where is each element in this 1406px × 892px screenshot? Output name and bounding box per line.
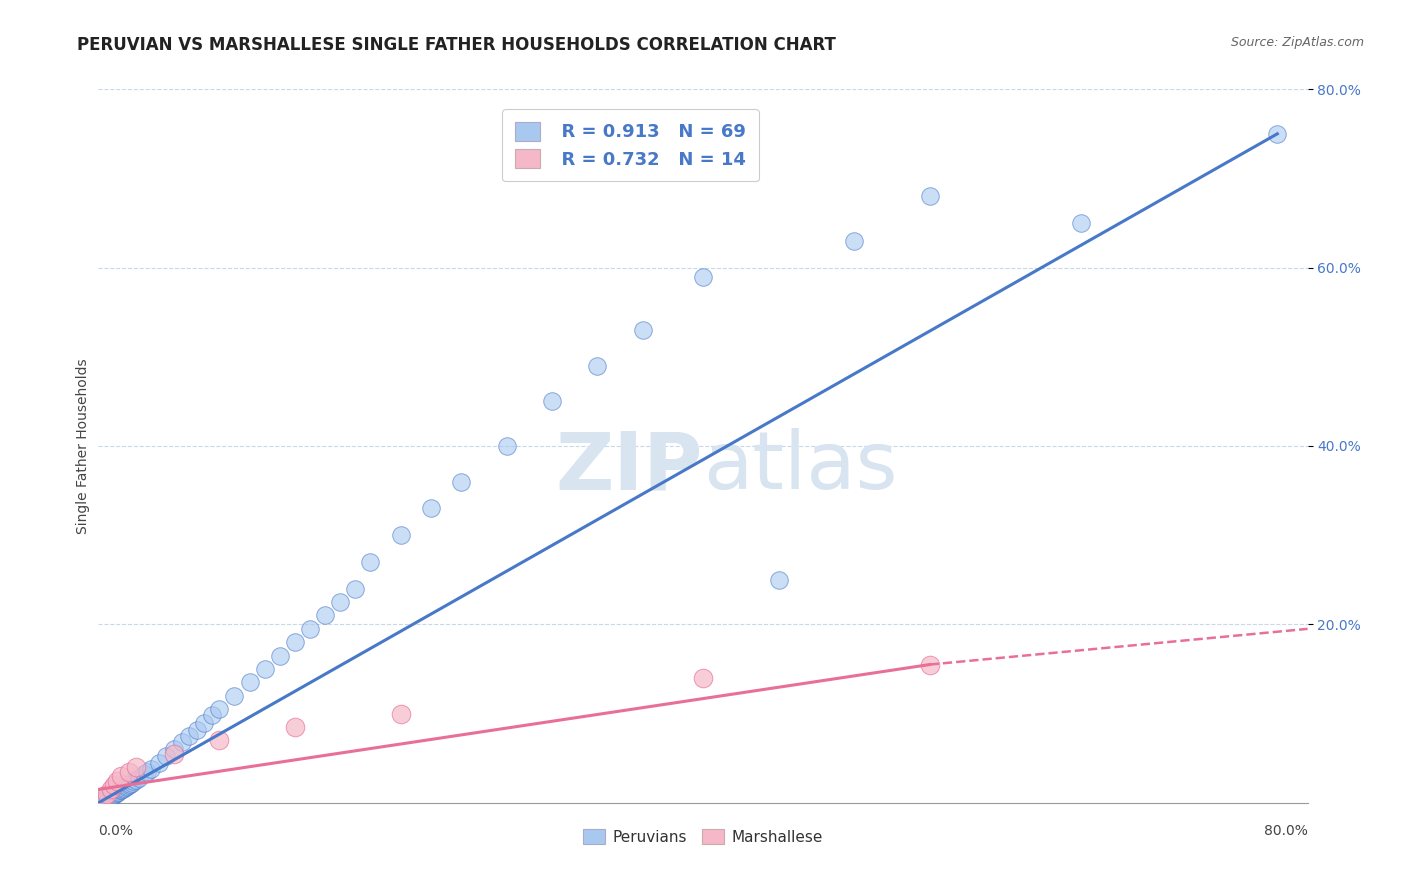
Point (93, 793, 115, 807)
Point (100, 789, 122, 804)
Point (103, 788, 125, 802)
Point (495, 439, 517, 453)
Point (450, 475, 472, 489)
Point (284, 635, 307, 649)
Point (201, 708, 224, 723)
Text: PERUVIAN VS MARSHALLESE SINGLE FATHER HOUSEHOLDS CORRELATION CHART: PERUVIAN VS MARSHALLESE SINGLE FATHER HO… (77, 36, 837, 54)
Point (91, 793, 114, 807)
Point (186, 723, 208, 737)
Point (586, 359, 609, 373)
Point (104, 787, 127, 801)
Point (115, 779, 138, 793)
Point (125, 760, 148, 774)
Point (155, 749, 177, 764)
Point (141, 762, 163, 776)
Point (918, 189, 941, 203)
Point (101, 789, 124, 803)
Point (389, 706, 412, 721)
Point (284, 720, 307, 734)
Point (631, 323, 654, 337)
Point (148, 756, 170, 770)
Point (105, 785, 128, 799)
Point (314, 608, 336, 623)
Point (105, 786, 128, 800)
Point (163, 742, 186, 756)
Point (128, 771, 150, 785)
Y-axis label: Single Father Households: Single Father Households (76, 359, 90, 533)
Point (118, 778, 141, 792)
Point (360, 555, 382, 569)
Point (120, 777, 142, 791)
Point (100, 789, 122, 803)
Point (103, 787, 125, 801)
Point (104, 786, 127, 800)
Point (1267, 127, 1289, 141)
Text: ZIP: ZIP (555, 428, 703, 507)
Point (101, 788, 124, 802)
Point (179, 729, 201, 743)
Point (239, 675, 262, 690)
Point (692, 671, 714, 685)
Point (299, 622, 322, 636)
Point (111, 781, 134, 796)
Point (344, 582, 367, 596)
Point (135, 764, 157, 779)
Text: 80.0%: 80.0% (1264, 824, 1308, 838)
Point (108, 783, 131, 797)
Point (122, 774, 145, 789)
Point (692, 269, 714, 284)
Point (121, 776, 143, 790)
Point (540, 394, 562, 409)
Point (132, 767, 155, 781)
Point (107, 785, 129, 799)
Point (112, 780, 135, 795)
Point (110, 769, 132, 783)
Text: 0.0%: 0.0% (98, 824, 134, 838)
Point (253, 662, 276, 676)
Point (170, 735, 193, 749)
Point (94, 792, 117, 806)
Point (96, 790, 118, 805)
Text: atlas: atlas (703, 428, 897, 507)
Point (107, 784, 129, 798)
Point (100, 782, 122, 797)
Point (90, 794, 112, 808)
Point (98, 790, 121, 805)
Point (768, 573, 790, 587)
Point (224, 689, 246, 703)
Point (208, 702, 231, 716)
Point (193, 715, 215, 730)
Point (389, 528, 412, 542)
Point (96, 791, 118, 805)
Point (118, 764, 141, 779)
Point (94, 791, 117, 805)
Point (105, 773, 128, 788)
Point (269, 648, 291, 663)
Point (918, 657, 941, 672)
Point (420, 501, 443, 516)
Point (110, 783, 132, 797)
Point (125, 772, 148, 787)
Legend: Peruvians, Marshallese: Peruvians, Marshallese (575, 821, 831, 852)
Point (110, 782, 132, 797)
Text: Source: ZipAtlas.com: Source: ZipAtlas.com (1230, 36, 1364, 49)
Point (103, 778, 125, 792)
Point (1070, 216, 1092, 230)
Point (329, 595, 352, 609)
Point (163, 747, 186, 761)
Point (91, 791, 114, 805)
Point (208, 733, 231, 747)
Point (114, 780, 136, 794)
Point (98, 789, 121, 804)
Point (96, 787, 118, 801)
Point (844, 234, 866, 248)
